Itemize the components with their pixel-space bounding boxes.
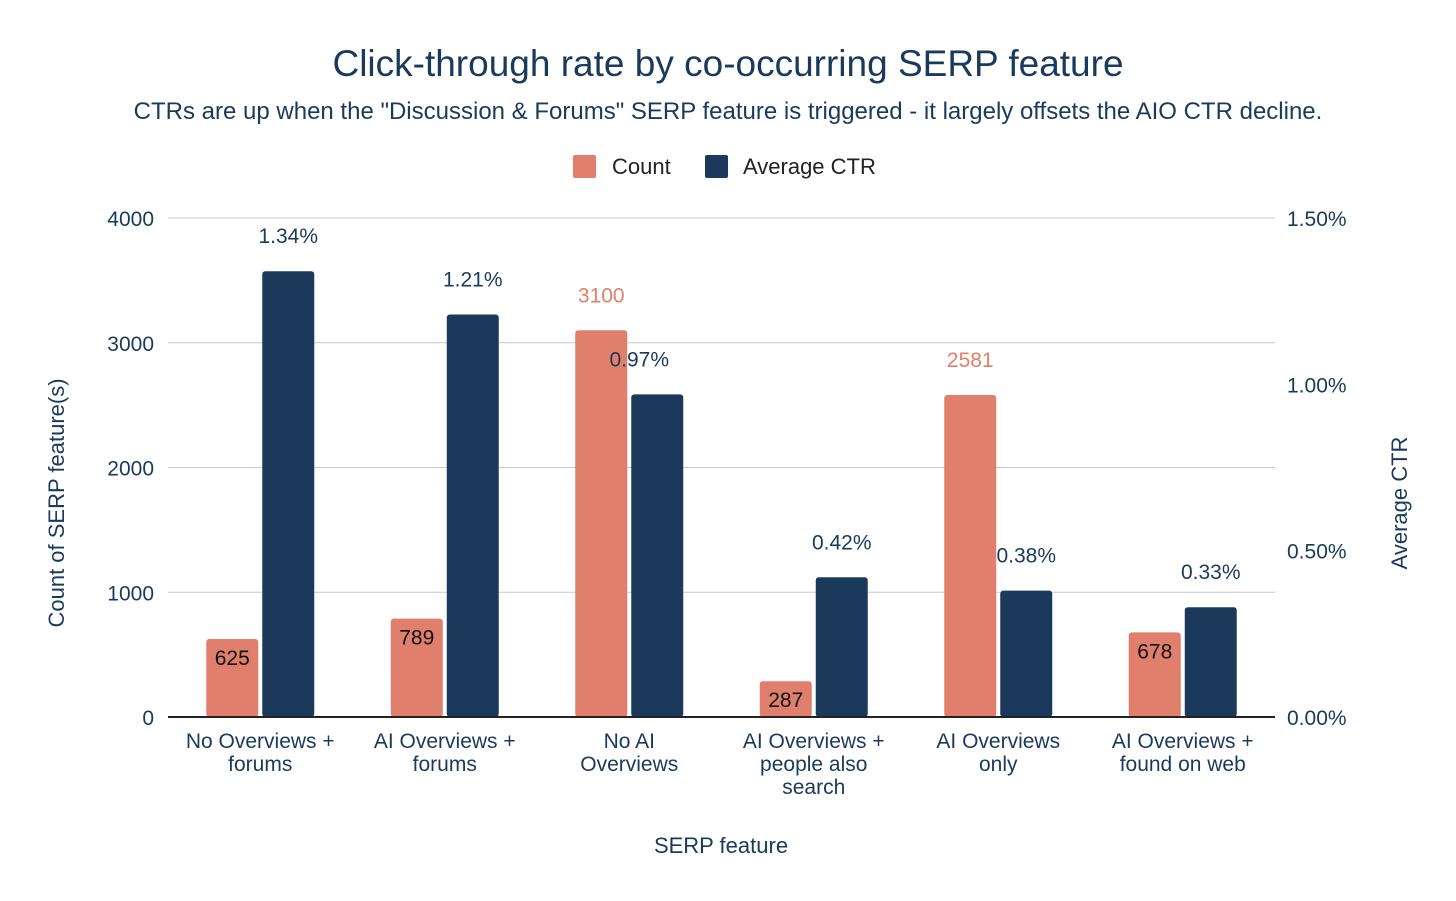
chart-title: Click-through rate by co-occurring SERP …	[332, 43, 1123, 84]
y-tick-label: 1000	[107, 582, 154, 605]
ctr-data-label: 1.34%	[258, 225, 318, 248]
ctr-data-label: 0.97%	[609, 348, 669, 371]
x-tick-label: No Overviews + forums	[186, 730, 335, 776]
ctr-data-label: 0.42%	[812, 531, 872, 554]
ctr-bar	[1184, 607, 1237, 717]
y-tick-label: 4000	[107, 208, 154, 231]
count-bar	[944, 395, 997, 717]
x-tick-label: No AI Overviews	[580, 730, 678, 776]
count-bar	[390, 618, 443, 717]
x-tick-label: AI Overviews + people also search	[743, 730, 885, 799]
count-data-label: 678	[1137, 640, 1172, 663]
legend-swatch	[705, 155, 728, 178]
x-tick-label: AI Overviews + found on web	[1112, 730, 1254, 776]
count-data-label: 287	[768, 689, 803, 712]
chart-subtitle: CTRs are up when the "Discussion & Forum…	[134, 98, 1323, 125]
count-bar	[759, 681, 812, 717]
ctr-bar	[815, 577, 868, 717]
count-data-label: 2581	[947, 349, 994, 372]
x-tick-label: AI Overviews only	[936, 730, 1060, 776]
count-bar	[206, 639, 259, 717]
y2-tick-label: 1.00%	[1287, 374, 1347, 397]
y-tick-label: 0	[142, 707, 154, 730]
ctr-data-label: 0.38%	[996, 545, 1056, 568]
count-data-label: 789	[399, 627, 434, 650]
ctr-data-label: 1.21%	[443, 268, 503, 291]
gridlines	[168, 217, 1275, 593]
ctr-data-label: 0.33%	[1181, 561, 1241, 584]
bars: 625 1.34% 789 1.21% 3100 0.97% 287 0.42% 2581 0.3…	[206, 225, 1241, 717]
y2-tick-label: 0.50%	[1287, 541, 1347, 564]
legend-label: Count	[612, 154, 671, 179]
count-bar	[575, 330, 628, 717]
legend: Count Average CTR	[573, 154, 876, 179]
count-data-label: 625	[215, 647, 250, 670]
x-axis-title: SERP feature	[654, 833, 788, 858]
ctr-bar	[631, 394, 684, 717]
y-axis-title: Count of SERP feature(s)	[44, 378, 69, 627]
y-tick-label: 3000	[107, 333, 154, 356]
ctr-bar	[262, 271, 315, 717]
y2-tick-label: 0.00%	[1287, 707, 1347, 730]
legend-swatch	[573, 155, 596, 178]
legend-label: Average CTR	[743, 154, 876, 179]
y2-axis-title: Average CTR	[1387, 437, 1412, 570]
count-data-label: 3100	[578, 284, 625, 307]
ctr-bar	[446, 314, 499, 717]
ctr-bar	[1000, 590, 1053, 717]
count-bar	[1128, 632, 1181, 717]
y-tick-label: 2000	[107, 458, 154, 481]
axes: 0 1000 2000 3000 4000 0.00% 0.50% 1.00% 1.50% No …	[107, 208, 1346, 799]
y2-tick-label: 1.50%	[1287, 208, 1347, 231]
x-tick-label: AI Overviews + forums	[374, 730, 516, 776]
